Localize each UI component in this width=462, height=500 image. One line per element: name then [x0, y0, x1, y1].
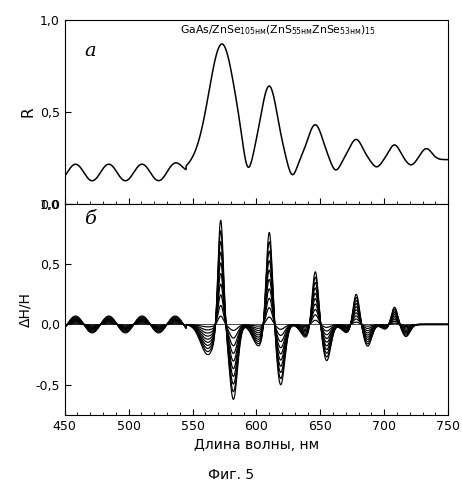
Text: Фиг. 5: Фиг. 5 — [208, 468, 254, 482]
Y-axis label: R: R — [21, 106, 36, 117]
X-axis label: Длина волны, нм: Длина волны, нм — [194, 438, 319, 452]
Y-axis label: ΔН/Н: ΔН/Н — [18, 292, 32, 327]
Text: б: б — [84, 210, 96, 228]
Text: а: а — [84, 42, 96, 60]
Text: GaAs/ZnSe$_{\mathregular{105нм}}$(ZnS$_{\mathregular{55нм}}$ZnSe$_{\mathregular{: GaAs/ZnSe$_{\mathregular{105нм}}$(ZnS$_{… — [180, 24, 376, 38]
